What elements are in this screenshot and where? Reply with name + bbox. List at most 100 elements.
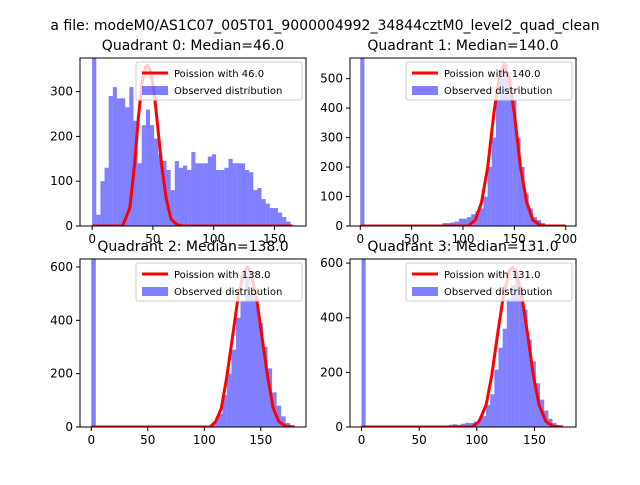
histogram-bar	[231, 349, 236, 427]
histogram-bar	[174, 161, 179, 226]
y-tick-label: 100	[320, 190, 343, 204]
x-tick-label: 50	[412, 433, 427, 447]
histogram-bar	[495, 99, 500, 226]
histogram-bar	[286, 221, 291, 226]
histogram-bar	[519, 290, 524, 427]
y-tick-label: 400	[320, 311, 343, 325]
x-tick-label: 100	[202, 232, 225, 246]
histogram-bar	[461, 423, 466, 427]
chart-panel-3: 0 50 100 150 0 200 400 600 Quadrant 3: Median=13…	[320, 239, 577, 447]
histogram-bar	[479, 208, 484, 226]
histogram-bar	[463, 218, 468, 226]
legend-label-observed: Observed distribution	[174, 287, 282, 298]
histogram-bar	[261, 199, 266, 226]
histogram-bar	[523, 309, 528, 427]
chart-panel-2: 0 50 100 150 0 200 400 600 Quadrant 2: Median=13…	[50, 239, 307, 447]
y-tick-label: 0	[65, 420, 73, 434]
plot-area	[91, 259, 295, 427]
y-tick-label: 500	[320, 72, 343, 86]
y-tick-label: 200	[320, 160, 343, 174]
histogram-bar	[96, 214, 101, 226]
y-tick-label: 400	[50, 313, 73, 327]
histogram-bar	[254, 299, 259, 427]
histogram-bar	[149, 125, 155, 226]
y-tick-label: 200	[320, 365, 343, 379]
x-tick-label: 100	[452, 232, 475, 246]
x-tick-label: 150	[503, 232, 526, 246]
axes-frame	[79, 57, 307, 227]
histogram-bar	[490, 394, 495, 427]
histogram-bar	[240, 301, 245, 427]
legend-bar-swatch	[142, 86, 168, 95]
histogram-bar	[145, 109, 150, 226]
axes-frame	[349, 258, 577, 428]
histogram-bar	[253, 190, 258, 226]
legend-frame	[135, 262, 303, 302]
x-tick-label: 0	[356, 232, 364, 246]
histogram-bar	[249, 293, 255, 427]
histogram-bar	[100, 181, 105, 226]
y-tick-label: 100	[50, 174, 73, 188]
histogram-bar	[450, 222, 455, 226]
histogram-bar	[158, 154, 163, 226]
legend-label-observed: Observed distribution	[444, 287, 552, 298]
histogram-bar	[494, 369, 499, 427]
histogram-bar	[240, 163, 246, 226]
histogram-bar	[361, 259, 366, 427]
legend-bar-swatch	[142, 287, 168, 296]
histogram-bar	[269, 208, 274, 226]
histogram-bar	[360, 58, 365, 226]
histogram-bar	[129, 87, 134, 226]
histogram-bar	[236, 163, 241, 226]
y-tick-label: 600	[320, 256, 343, 270]
histogram-bar	[108, 96, 113, 226]
legend-label-observed: Observed distribution	[444, 86, 552, 97]
legend: Poission with 131.0 Observed distribution	[405, 262, 573, 302]
x-tick-label: 50	[140, 433, 155, 447]
histogram-bar	[491, 137, 496, 226]
histogram-bar	[220, 170, 225, 226]
histogram-bar	[467, 217, 472, 226]
histogram-bar	[487, 167, 492, 226]
histogram-bar	[504, 63, 509, 226]
histogram-bar	[191, 152, 196, 226]
histogram-bar	[483, 196, 488, 226]
histogram-bar	[265, 203, 270, 226]
x-tick-label: 100	[465, 433, 488, 447]
histogram-bar	[203, 163, 208, 226]
y-tick-label: 0	[335, 219, 343, 233]
histogram-bar	[125, 107, 130, 226]
legend-frame	[405, 61, 573, 101]
histogram-bar	[141, 125, 146, 226]
legend-label-poisson: Poission with 131.0	[444, 270, 540, 281]
histogram-bar	[166, 170, 171, 226]
y-tick-label: 400	[320, 101, 343, 115]
histogram-bar	[170, 190, 175, 226]
panels: 0 50 100 150 0 100 200 300 Quadrant 0: Median=46…	[50, 38, 577, 447]
histogram-bar	[228, 158, 233, 226]
histogram-bar	[486, 405, 491, 427]
histogram-bar	[187, 170, 192, 226]
plot-area	[361, 259, 564, 427]
x-tick-label: 150	[263, 232, 286, 246]
histogram-bar	[226, 373, 232, 427]
histogram-bar	[112, 87, 117, 226]
histogram-bar	[91, 259, 96, 427]
x-tick-label: 0	[358, 433, 366, 447]
legend-label-poisson: Poission with 140.0	[444, 69, 540, 80]
histogram-bar	[137, 163, 142, 226]
histogram-bar	[515, 274, 520, 427]
histogram-bar	[257, 187, 262, 226]
histogram-bar	[524, 193, 529, 226]
histogram-bar	[469, 422, 474, 427]
histogram-bar	[273, 208, 279, 226]
histogram-bar	[281, 416, 286, 427]
histogram-bar	[183, 165, 188, 226]
histogram-bar	[104, 167, 109, 226]
chart-title: Quadrant 2: Median=138.0	[97, 239, 288, 255]
y-tick-label: 300	[320, 131, 343, 145]
legend-label-poisson: Poission with 138.0	[174, 270, 270, 281]
histogram-bar	[477, 418, 482, 427]
histogram-bar	[249, 172, 254, 226]
